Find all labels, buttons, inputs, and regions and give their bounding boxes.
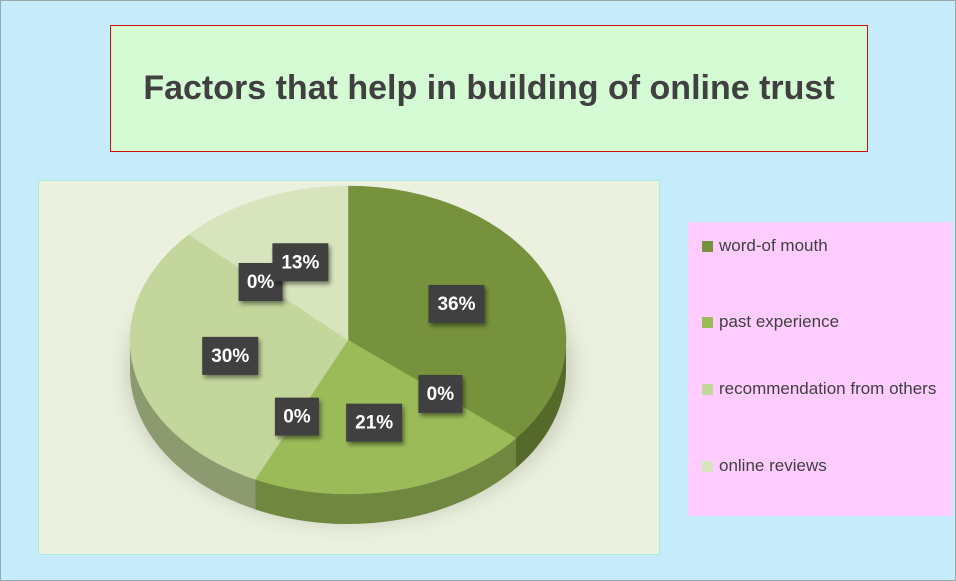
- legend-swatch: [702, 241, 713, 252]
- title-box: Factors that help in building of online …: [110, 25, 868, 152]
- data-label-box: [274, 397, 319, 436]
- pie-side: [130, 340, 256, 510]
- legend-item: past experience: [702, 310, 942, 334]
- legend: word-of mouth past experience recommendati…: [688, 222, 952, 516]
- chart-title: Factors that help in building of online …: [143, 68, 835, 107]
- legend-swatch: [702, 384, 713, 395]
- pie-side: [255, 438, 516, 524]
- legend-item: word-of mouth: [702, 234, 942, 258]
- data-label: 30%: [211, 346, 249, 367]
- pie-slice: [188, 185, 349, 341]
- data-label: 36%: [437, 294, 475, 315]
- data-label-box: [272, 243, 329, 282]
- data-label: 21%: [355, 413, 393, 434]
- data-label: 0%: [427, 384, 455, 405]
- legend-label: online reviews: [719, 456, 827, 475]
- legend-item: online reviews: [702, 454, 942, 478]
- data-label-box: [346, 403, 403, 442]
- legend-item: recommendation from others: [702, 377, 942, 401]
- data-label-box: [202, 336, 259, 375]
- legend-label: past experience: [719, 312, 840, 331]
- legend-label: word-of mouth: [719, 236, 828, 255]
- data-label: 0%: [247, 272, 275, 293]
- data-label: 13%: [281, 252, 319, 273]
- legend-swatch: [702, 317, 713, 328]
- data-label-box: [428, 284, 485, 323]
- data-label-box: [418, 374, 463, 413]
- legend-swatch: [702, 461, 713, 472]
- data-label: 0%: [283, 407, 311, 428]
- pie-side: [515, 340, 566, 469]
- legend-label: recommendation from others: [719, 379, 937, 398]
